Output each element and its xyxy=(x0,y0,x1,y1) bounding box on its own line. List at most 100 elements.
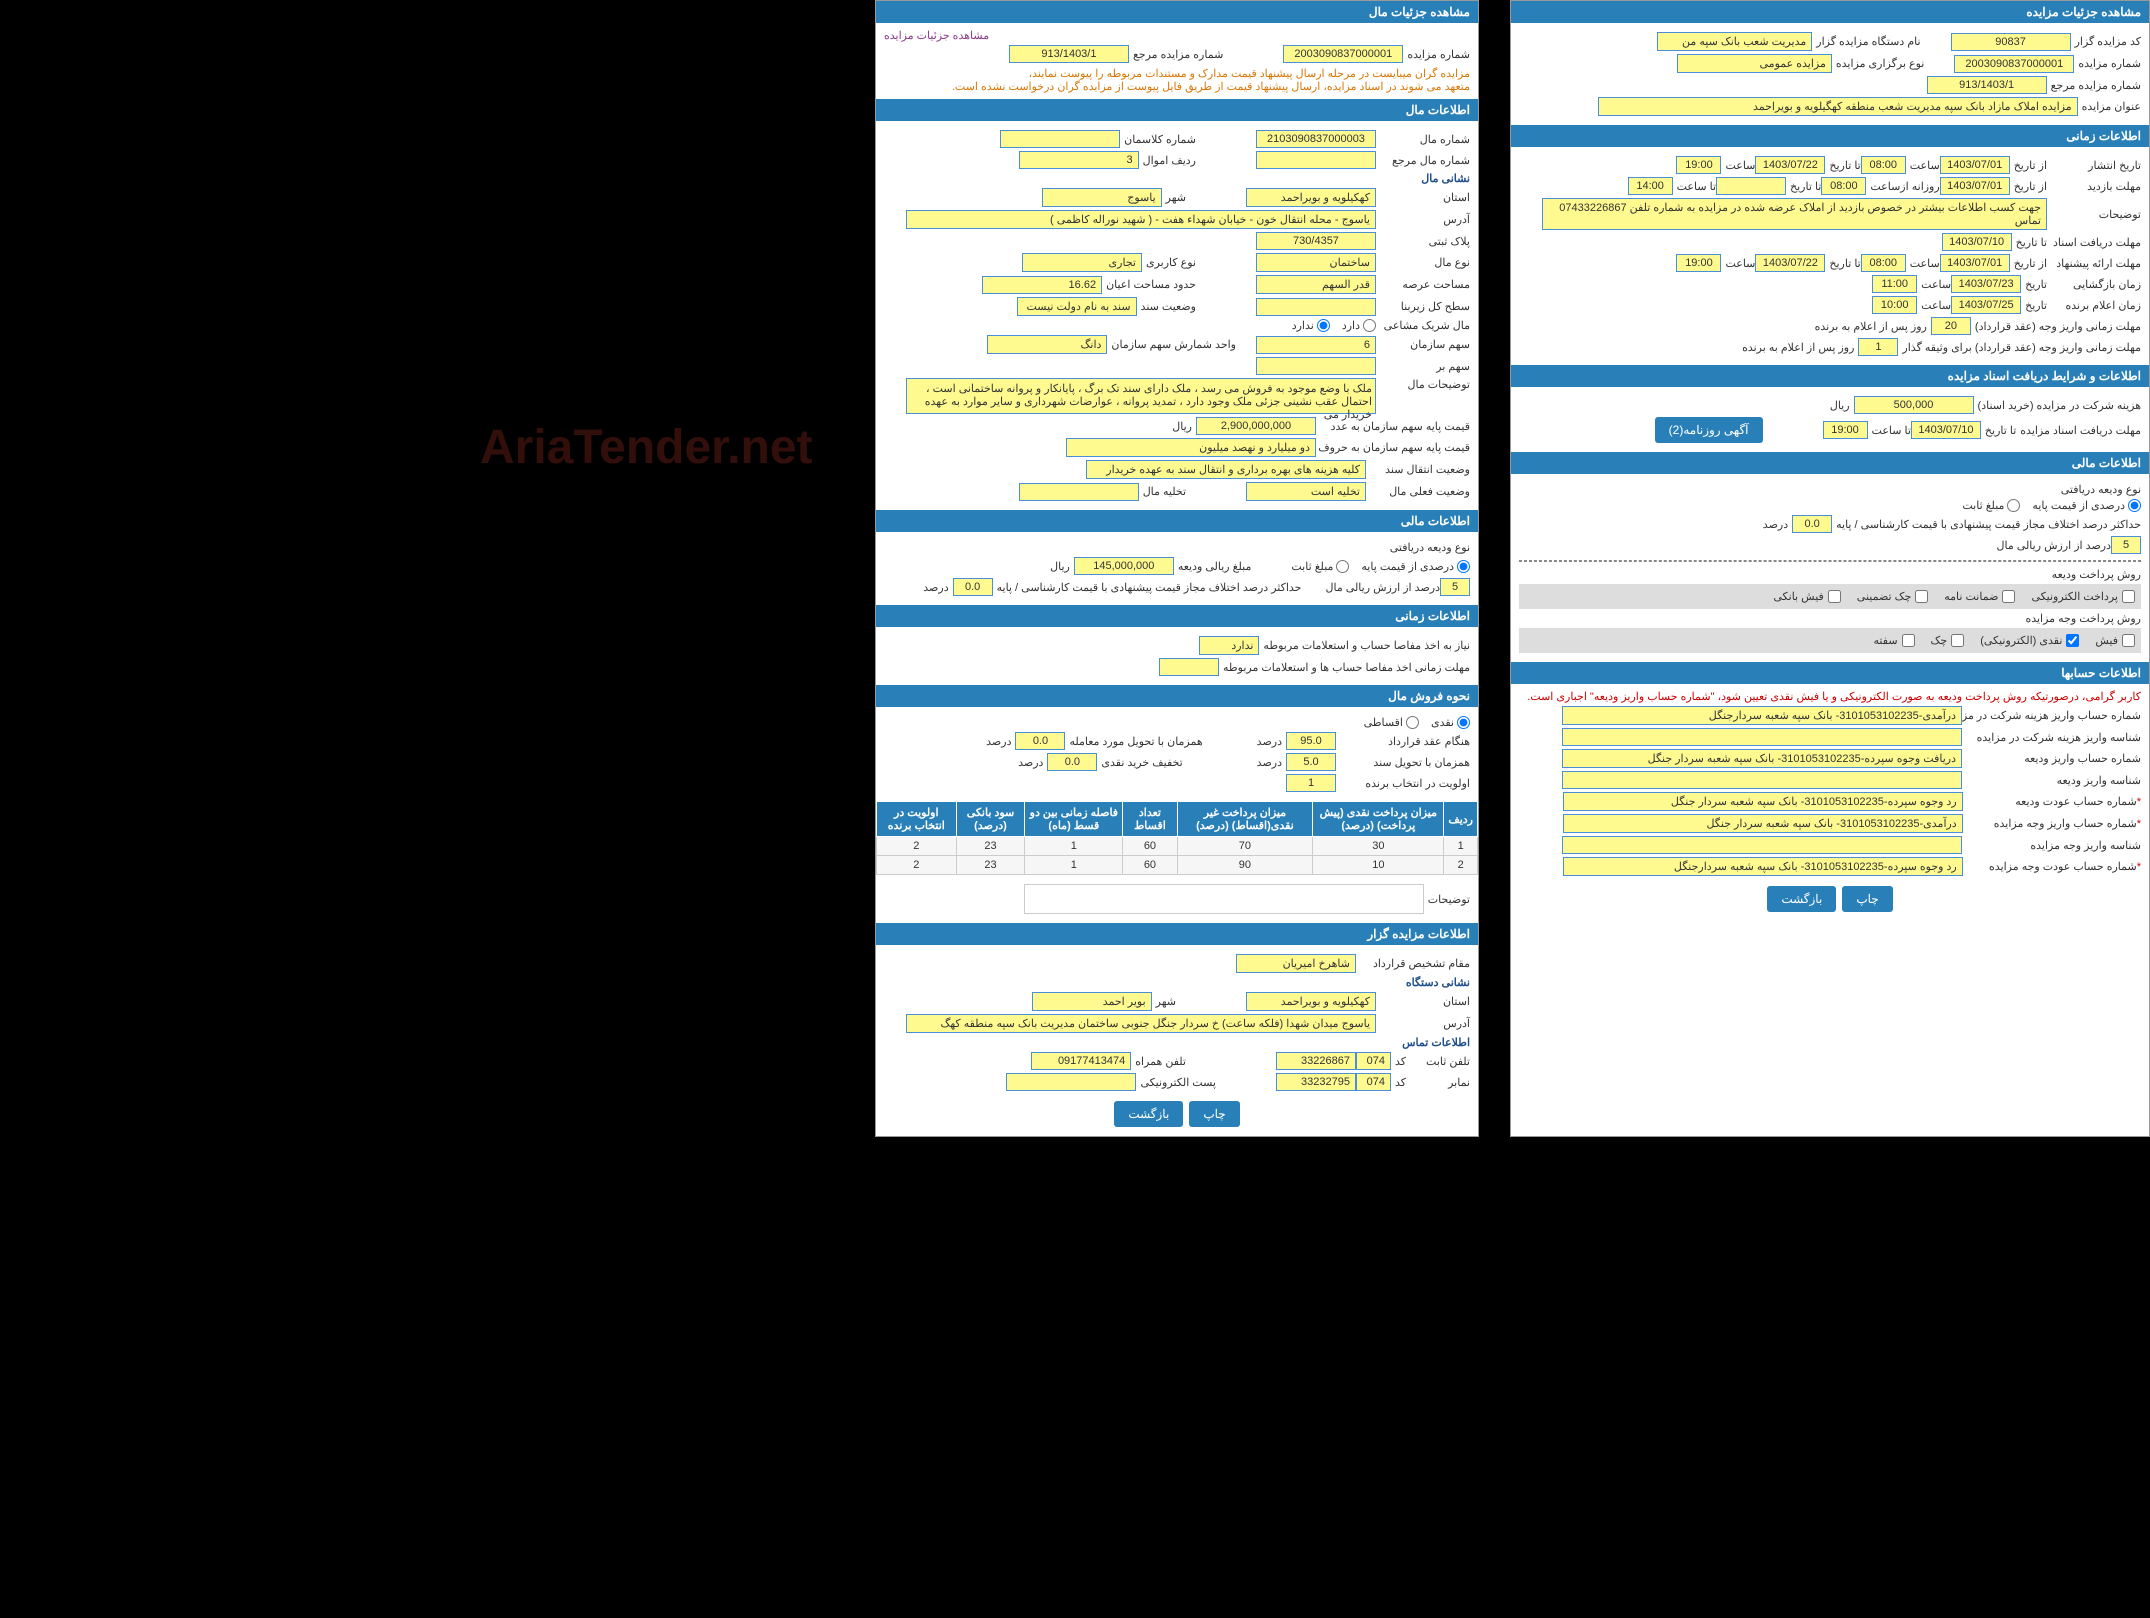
fixed-amount-label-right: مبلغ ثابت xyxy=(1962,499,2004,512)
acc5-field: رد وجوه سپرده-3101053102235- بانک سپه شع… xyxy=(1563,792,1963,811)
to-label4: تا تاریخ xyxy=(1829,257,1860,270)
time-info-header: اطلاعات زمانی xyxy=(1511,125,2149,147)
method-fish-label: فیش بانکی xyxy=(1773,590,1823,603)
method-fish-check[interactable] xyxy=(1828,590,1841,603)
deposit-type-label-right: نوع ودیعه دریافتی xyxy=(2061,483,2141,496)
base-price-num-label: قیمت پایه سهم سازمان به عدد xyxy=(1320,420,1470,433)
percent-unit1: درصد xyxy=(1763,518,1788,531)
organizer-code-label: کد مزایده گزار xyxy=(2075,35,2141,48)
auction-type-field: مزایده عمومی xyxy=(1677,54,1832,73)
contract-authority-label: مقام تشخیص قرارداد xyxy=(1360,957,1470,970)
pay-cash-check[interactable] xyxy=(2066,634,2079,647)
desc-area-label: توضیحات مال xyxy=(1380,378,1470,391)
opening-label: زمان بازگشایی xyxy=(2051,278,2141,291)
pay-check-label: چک xyxy=(1931,634,1948,647)
transfer: کلیه هزینه های بهره برداری و انتقال سند … xyxy=(1086,460,1366,479)
back-button-right[interactable]: بازگشت xyxy=(1767,886,1836,912)
acc8-label: شماره حساب عودت وجه مزایده xyxy=(1967,860,2137,873)
cash-radio[interactable] xyxy=(1457,716,1470,729)
at-doc: 5.0 xyxy=(1286,753,1336,771)
visit-from-time: 08:00 xyxy=(1821,177,1866,195)
fax-label: نمابر xyxy=(1410,1076,1470,1089)
publish-from-date: 1403/07/01 xyxy=(1940,156,2010,174)
method-electronic-check[interactable] xyxy=(2122,590,2135,603)
auction-number-label: شماره مزایده xyxy=(2078,57,2141,70)
province: کهکیلویه و بویراحمد xyxy=(1246,188,1376,207)
plaque: 730/4357 xyxy=(1256,232,1376,250)
fax-code: 074 xyxy=(1356,1073,1391,1091)
cost-label: هزینه شرکت در مزایده (خرید اسناد) xyxy=(1978,399,2141,412)
organizer-name-label: نام دستگاه مزایده گزار xyxy=(1816,35,1920,48)
phone-label: تلفن ثابت xyxy=(1410,1055,1470,1068)
percent-base-radio-left[interactable] xyxy=(1457,560,1470,573)
back-button-left[interactable]: بازگشت xyxy=(1114,1101,1183,1127)
ref-property xyxy=(1256,151,1376,169)
publish-to-time: 19:00 xyxy=(1676,156,1721,174)
at-contract-label: هنگام عقد قرارداد xyxy=(1340,735,1470,748)
print-button-right[interactable]: چاپ xyxy=(1842,886,1892,912)
installment-radio[interactable] xyxy=(1406,716,1419,729)
need-inquiry: ندارد xyxy=(1199,636,1259,655)
hasnt-radio[interactable] xyxy=(1317,319,1330,332)
cash-discount-label: تخفیف خرید نقدی xyxy=(1101,756,1182,769)
acc3-label: شماره حساب واریز ودیعه xyxy=(1966,752,2141,765)
ref-number-left: 913/1403/1 xyxy=(1009,45,1129,63)
method-check-label: چک تضمینی xyxy=(1857,590,1911,603)
pay-fish-check[interactable] xyxy=(2122,634,2135,647)
visit-label: مهلت بازدید xyxy=(2051,180,2141,193)
table-cell: 23 xyxy=(956,856,1025,875)
phone: 33226867 xyxy=(1276,1052,1356,1070)
seller-info-header: اطلاعات مزایده گزار xyxy=(876,923,1478,945)
at-doc-label: همزمان با تحویل سند xyxy=(1340,756,1470,769)
plaque-label: پلاک ثبتی xyxy=(1380,235,1470,248)
doc-conditions-header: اطلاعات و شرایط دریافت اسناد مزایده xyxy=(1511,365,2149,387)
percent-unit2: درصد xyxy=(923,581,948,594)
max-diff-label-left: حداکثر درصد اختلاف مجاز قیمت پیشنهادی با… xyxy=(997,581,1302,594)
details-link[interactable]: مشاهده جزئیات مزایده xyxy=(884,29,1470,42)
table-cell: 1 xyxy=(1025,837,1123,856)
email xyxy=(1006,1073,1136,1091)
method-guarantee-check[interactable] xyxy=(2002,590,2015,603)
address-label: آدرس xyxy=(1380,213,1470,226)
evac xyxy=(1019,483,1139,501)
percent-base-label-right: درصدی از قیمت پایه xyxy=(2032,499,2125,512)
newspaper-button[interactable]: آگهی روزنامه(2) xyxy=(1655,417,1763,443)
address-sub-header: نشانی مال xyxy=(1421,172,1470,185)
method-guarantee-label: ضمانت نامه xyxy=(1944,590,1998,603)
use-type-label: نوع کاربری xyxy=(1146,256,1196,269)
method-check-check[interactable] xyxy=(1915,590,1928,603)
contract-authority: شاهرخ امیریان xyxy=(1236,954,1356,973)
fixed-amount-label-left: مبلغ ثابت xyxy=(1291,560,1333,573)
fixed-amount-radio-left[interactable] xyxy=(1336,560,1349,573)
visit-from-date: 1403/07/01 xyxy=(1940,177,2010,195)
pay-fish-label: فیش xyxy=(2095,634,2118,647)
cost-unit: ریال xyxy=(1830,399,1850,412)
percent-base-radio-right[interactable] xyxy=(2128,499,2141,512)
offer-to-date: 1403/07/22 xyxy=(1755,254,1825,272)
right-column: مشاهده جزئیات مزایده کد مزایده گزار 9083… xyxy=(1510,0,2150,1137)
area-label: مساحت عرصه xyxy=(1380,278,1470,291)
p2: درصد xyxy=(986,735,1011,748)
accounts-header: اطلاعات حسابها xyxy=(1511,662,2149,684)
financial-header-right: اطلاعات مالی xyxy=(1511,452,2149,474)
pay-check-check[interactable] xyxy=(1951,634,1964,647)
to-label1: تا تاریخ xyxy=(1829,159,1860,172)
from-label: از تاریخ xyxy=(2014,159,2047,172)
acc7-field xyxy=(1562,836,1962,854)
pay-safte-check[interactable] xyxy=(1902,634,1915,647)
auction-type-label: نوع برگزاری مزایده xyxy=(1836,57,1924,70)
seller-address: یاسوج میدان شهدا (فلکه ساعت) خ سردار جنگ… xyxy=(906,1014,1376,1033)
desc-input[interactable] xyxy=(1024,884,1424,914)
offer-from-date: 1403/07/01 xyxy=(1940,254,2010,272)
print-button-left[interactable]: چاپ xyxy=(1189,1101,1239,1127)
visit-to-time: 14:00 xyxy=(1628,177,1673,195)
has-radio[interactable] xyxy=(1363,319,1376,332)
code-label1: کد xyxy=(1395,1055,1406,1068)
from-label3: از تاریخ xyxy=(2014,257,2047,270)
financial-header-left: اطلاعات مالی xyxy=(876,510,1478,532)
doc-status-label: وضعیت سند xyxy=(1141,300,1196,313)
opening-date: 1403/07/23 xyxy=(1951,275,2021,293)
cost-field: 500,000 xyxy=(1854,396,1974,414)
organizer-name-field: مدیریت شعب بانک سپه من xyxy=(1657,32,1812,51)
fixed-amount-radio-right[interactable] xyxy=(2007,499,2020,512)
